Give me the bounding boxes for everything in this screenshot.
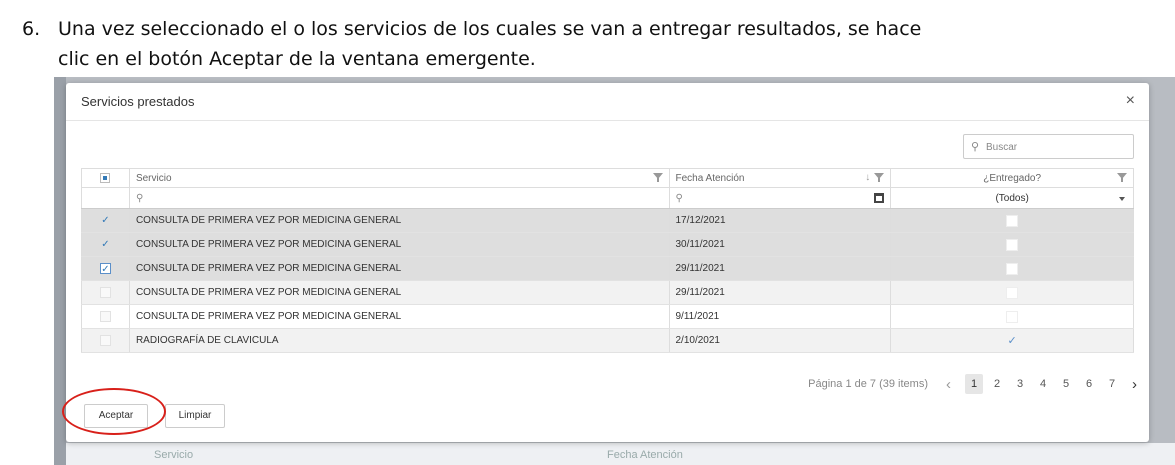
row-checkbox[interactable] — [99, 334, 111, 346]
row-select-cell[interactable] — [81, 328, 130, 353]
background-grid-header — [66, 443, 1175, 465]
servicio-filter-input[interactable]: ⚲ — [128, 187, 669, 209]
servicios-prestados-dialog: Servicios prestados × ⚲ Buscar Servicio … — [66, 83, 1149, 442]
fecha-cell: 30/11/2021 — [668, 232, 891, 257]
fecha-cell: 2/10/2021 — [668, 328, 891, 353]
table-row[interactable]: ✓ CONSULTA DE PRIMERA VEZ POR MEDICINA GE… — [81, 208, 1134, 233]
entregado-checkbox — [1006, 286, 1019, 299]
filter-icon[interactable] — [1117, 173, 1127, 183]
entregado-checkbox — [1006, 262, 1019, 275]
table-row[interactable]: ✓ CONSULTA DE PRIMERA VEZ POR MEDICINA GE… — [81, 232, 1134, 257]
checked-icon[interactable]: ✓ — [99, 262, 111, 275]
close-button[interactable]: × — [1125, 92, 1135, 109]
background-col-fecha: Fecha Atención — [607, 449, 683, 461]
fecha-cell: 9/11/2021 — [668, 304, 891, 329]
step-number: 6. — [22, 18, 41, 40]
servicio-cell: CONSULTA DE PRIMERA VEZ POR MEDICINA GEN… — [128, 232, 669, 257]
background-col-servicio: Servicio — [154, 449, 194, 461]
fecha-cell: 17/12/2021 — [668, 208, 891, 233]
entregado-cell: ✓ — [890, 328, 1134, 353]
pager-info: Página 1 de 7 (39 items) — [808, 378, 928, 390]
pager-prev-button[interactable]: ‹ — [946, 375, 951, 393]
column-header-fecha[interactable]: Fecha Atención ↓ — [668, 168, 891, 188]
page-2-button[interactable]: 2 — [993, 378, 1001, 390]
fecha-cell: 29/11/2021 — [668, 280, 891, 305]
highlight-circle — [62, 388, 166, 435]
instruction-line-1: Una vez seleccionado el o los servicios … — [58, 18, 922, 40]
page-5-button[interactable]: 5 — [1062, 378, 1070, 390]
servicios-grid: Servicio Fecha Atención ↓ ¿Entregado? ⚲ ⚲… — [81, 168, 1134, 353]
row-checkbox[interactable] — [99, 286, 111, 298]
entregado-cell — [890, 208, 1134, 233]
page-6-button[interactable]: 6 — [1085, 378, 1093, 390]
entregado-cell — [890, 304, 1134, 329]
sort-descending-icon[interactable]: ↓ — [865, 172, 871, 183]
checked-icon[interactable]: ✓ — [101, 214, 110, 226]
row-checkbox[interactable] — [99, 310, 111, 322]
page-7-button[interactable]: 7 — [1108, 378, 1116, 390]
select-all-cell[interactable] — [81, 168, 130, 188]
entregado-cell — [890, 256, 1134, 281]
grid-filter-row: ⚲ ⚲ (Todos) — [81, 187, 1134, 209]
search-input[interactable]: ⚲ Buscar — [963, 134, 1134, 159]
entregado-cell — [890, 232, 1134, 257]
entregado-filter-select[interactable]: (Todos) — [890, 187, 1134, 209]
entregado-checkbox — [1006, 310, 1019, 323]
table-row[interactable]: CONSULTA DE PRIMERA VEZ POR MEDICINA GEN… — [81, 304, 1134, 329]
table-row[interactable]: RADIOGRAFÍA DE CLAVICULA 2/10/2021 ✓ — [81, 328, 1134, 353]
instruction-line-2: clic en el botón Aceptar de la ventana e… — [58, 48, 536, 70]
checkmark-icon: ✓ — [1007, 335, 1017, 347]
column-header-servicio[interactable]: Servicio — [128, 168, 669, 188]
entregado-checkbox — [1006, 214, 1019, 227]
table-row[interactable]: CONSULTA DE PRIMERA VEZ POR MEDICINA GEN… — [81, 280, 1134, 305]
row-select-cell[interactable]: ✓ — [81, 232, 130, 257]
entregado-cell — [890, 280, 1134, 305]
page-1-button[interactable]: 1 — [965, 374, 983, 394]
servicio-cell: CONSULTA DE PRIMERA VEZ POR MEDICINA GEN… — [128, 256, 669, 281]
entregado-checkbox — [1006, 238, 1019, 251]
row-select-cell[interactable]: ✓ — [81, 256, 130, 281]
column-header-entregado[interactable]: ¿Entregado? — [890, 168, 1134, 188]
row-select-cell[interactable] — [81, 280, 130, 305]
search-icon: ⚲ — [675, 192, 683, 204]
dialog-title: Servicios prestados — [81, 94, 195, 109]
background-sidebar — [54, 77, 66, 465]
grid-header-row: Servicio Fecha Atención ↓ ¿Entregado? — [81, 168, 1134, 188]
search-placeholder: Buscar — [986, 142, 1018, 153]
fecha-cell: 29/11/2021 — [668, 256, 891, 281]
table-row[interactable]: ✓ CONSULTA DE PRIMERA VEZ POR MEDICINA GE… — [81, 256, 1134, 281]
row-select-cell[interactable] — [81, 304, 130, 329]
pager-next-button[interactable]: › — [1132, 375, 1137, 393]
fecha-filter-input[interactable]: ⚲ — [668, 187, 891, 209]
row-select-cell[interactable]: ✓ — [81, 208, 130, 233]
dialog-header: Servicios prestados × — [66, 83, 1149, 121]
chevron-down-icon — [1119, 197, 1125, 201]
page-3-button[interactable]: 3 — [1016, 378, 1024, 390]
checked-icon[interactable]: ✓ — [101, 238, 110, 250]
page-4-button[interactable]: 4 — [1039, 378, 1047, 390]
servicio-cell: RADIOGRAFÍA DE CLAVICULA — [128, 328, 669, 353]
servicio-cell: CONSULTA DE PRIMERA VEZ POR MEDICINA GEN… — [128, 208, 669, 233]
search-icon: ⚲ — [135, 192, 144, 204]
servicio-cell: CONSULTA DE PRIMERA VEZ POR MEDICINA GEN… — [128, 280, 669, 305]
filter-icon[interactable] — [652, 173, 663, 183]
filter-icon[interactable] — [874, 173, 885, 183]
select-all-checkbox[interactable] — [100, 172, 111, 183]
calendar-icon[interactable] — [874, 193, 885, 203]
search-icon: ⚲ — [971, 141, 980, 153]
instruction-text: 6. Una vez seleccionado el o los servicio… — [22, 14, 921, 74]
servicio-cell: CONSULTA DE PRIMERA VEZ POR MEDICINA GEN… — [128, 304, 669, 329]
limpiar-button[interactable]: Limpiar — [165, 404, 225, 428]
